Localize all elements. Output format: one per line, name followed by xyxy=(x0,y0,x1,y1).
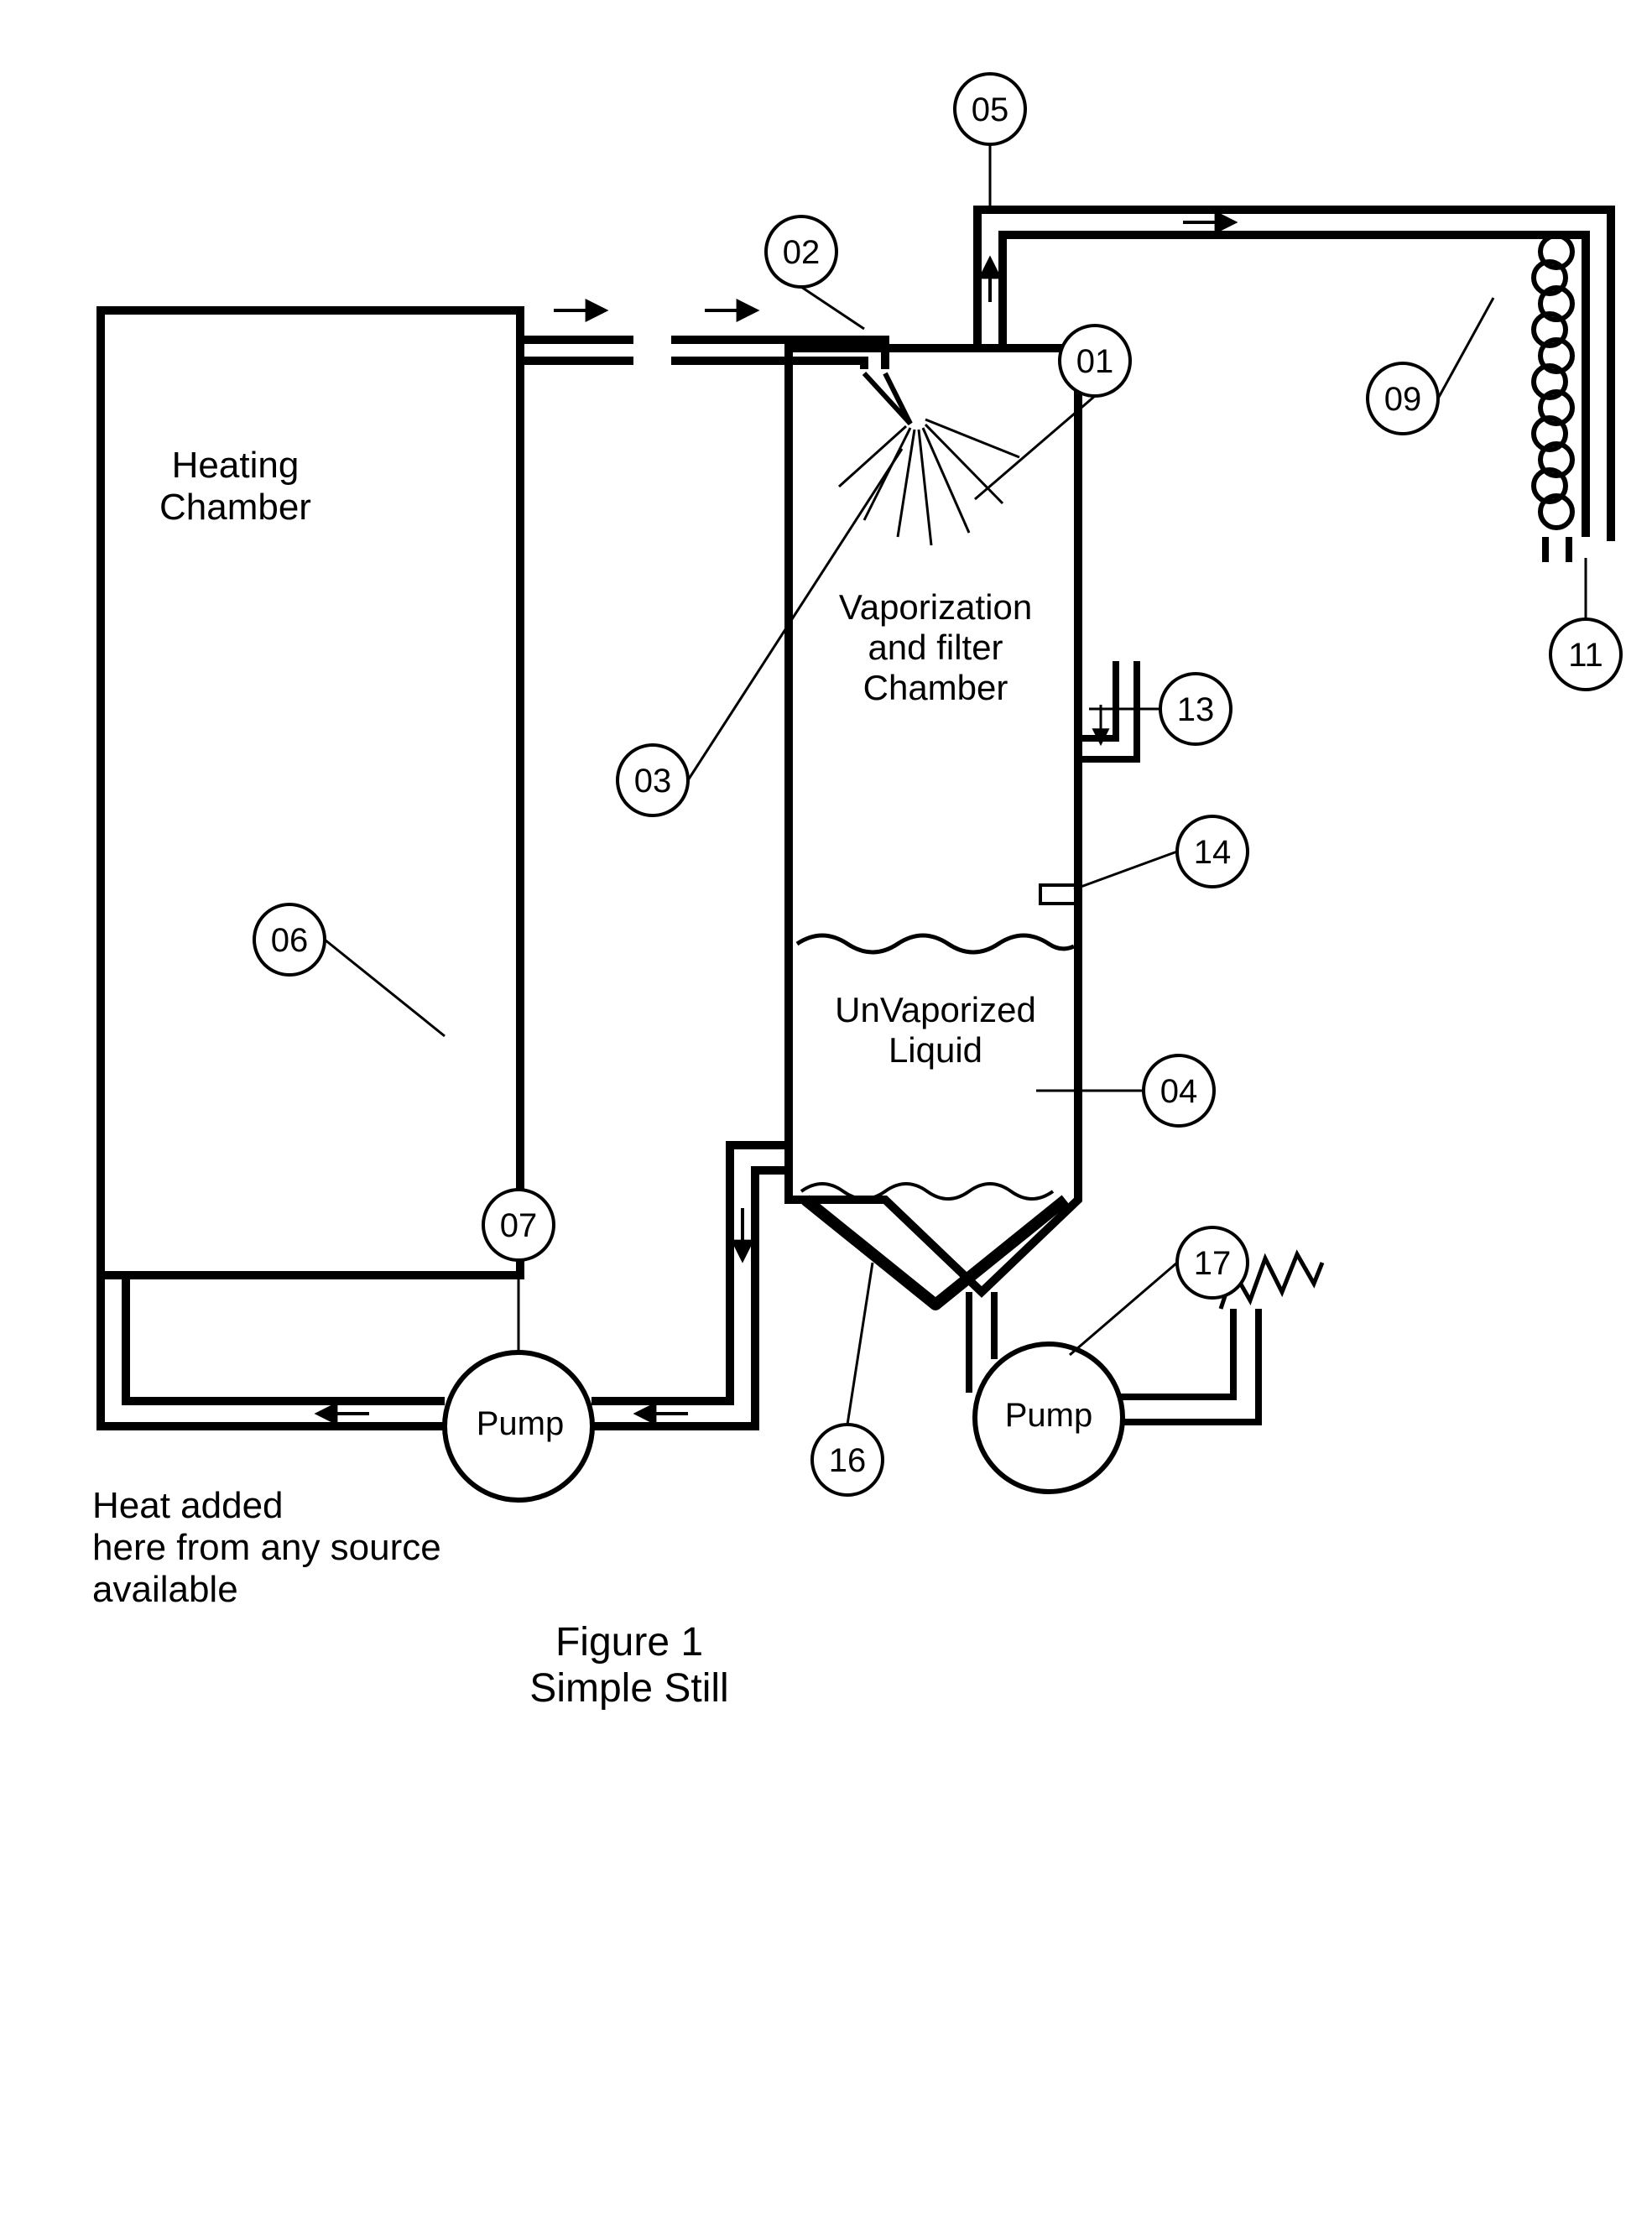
pump-17-label: Pump xyxy=(998,1397,1099,1435)
condensate-out-pipe xyxy=(1545,537,1569,562)
callout-text-04: 04 xyxy=(1160,1073,1198,1110)
callout-text-06: 06 xyxy=(271,922,309,959)
callout-text-13: 13 xyxy=(1177,691,1215,728)
heating-chamber-label: Heating Chamber xyxy=(159,445,311,529)
callout-text-07: 07 xyxy=(500,1207,538,1244)
leader-line xyxy=(801,287,864,329)
condenser-coil xyxy=(1534,236,1572,528)
vaporization-label: Vaporization and filter Chamber xyxy=(810,587,1061,708)
leader-line xyxy=(325,940,445,1036)
heat-added-label: Heat added here from any source availabl… xyxy=(92,1485,495,1611)
sprayer-nozzle xyxy=(864,373,910,424)
callout-text-03: 03 xyxy=(634,763,672,800)
diagram-svg: 11 13 14 16 17 01 02 03 04 05 06 07 09 xyxy=(0,0,1652,2235)
drain-valve xyxy=(1040,885,1076,904)
leader-line xyxy=(847,1263,873,1425)
callout-text-02: 02 xyxy=(783,234,821,271)
recirc-pipe-outer xyxy=(101,1170,789,1426)
callout-text-09: 09 xyxy=(1384,381,1422,418)
callout-text-11: 11 xyxy=(1568,637,1603,674)
pump-07-label: Pump xyxy=(470,1405,571,1443)
callout-text-17: 17 xyxy=(1194,1245,1232,1282)
callout-text-16: 16 xyxy=(829,1442,867,1479)
unvaporized-label: UnVaporized Liquid xyxy=(810,990,1061,1071)
spray-icon xyxy=(839,419,1019,545)
callout-text-05: 05 xyxy=(972,91,1009,128)
liquid-surface xyxy=(797,935,1074,952)
callout-text-01: 01 xyxy=(1076,343,1114,380)
leader-line xyxy=(1074,852,1177,889)
callout-text-14: 14 xyxy=(1194,834,1232,871)
figure-caption: Figure 1 Simple Still xyxy=(503,1619,755,1711)
leader-line xyxy=(1070,1263,1177,1355)
pipe-heater-to-sprayer-b2 xyxy=(671,361,864,369)
vaporization-chamber-box xyxy=(789,348,1078,1292)
leader-line xyxy=(1438,298,1493,399)
discharge-pipe xyxy=(1120,1309,1259,1422)
